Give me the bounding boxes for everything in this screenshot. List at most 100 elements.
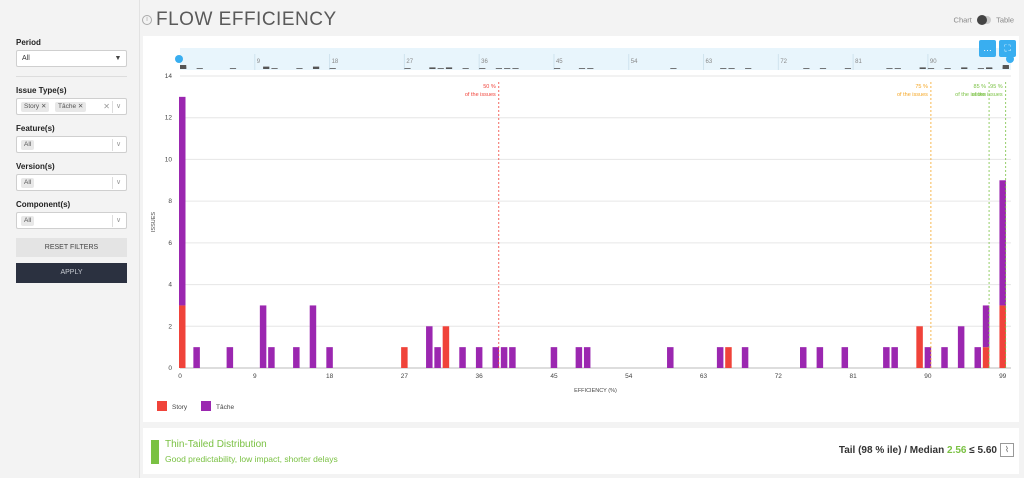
overview-bar	[894, 68, 901, 69]
x-tick-label: 27	[401, 373, 409, 380]
chevron-down-icon[interactable]: ∨	[112, 101, 124, 113]
table-label: Table	[996, 15, 1014, 25]
more-options-icon[interactable]: …	[979, 40, 996, 57]
overview-bar	[728, 68, 735, 69]
median-value: 2.56	[947, 445, 967, 456]
distribution-indicator	[151, 440, 159, 464]
overview-bar	[312, 66, 320, 69]
chevron-down-icon: ∨	[112, 139, 124, 151]
bar-tâche	[193, 347, 200, 368]
percentile-pct: 85 %	[974, 84, 987, 90]
overview-bar	[445, 67, 453, 69]
bar-tâche	[957, 326, 965, 368]
percentile-pct: 95 %	[990, 84, 1003, 90]
overview-bar	[429, 67, 436, 69]
overview-bar	[462, 68, 469, 69]
y-tick-label: 4	[168, 282, 172, 289]
overview-handle-right	[1006, 55, 1014, 63]
chevron-down-icon: ▼	[114, 55, 122, 62]
overview-tick-label: 90	[930, 59, 937, 65]
chip-story[interactable]: Story ✕	[21, 102, 50, 112]
x-tick-label: 45	[550, 373, 558, 380]
bar-tâche	[974, 347, 982, 368]
distribution-title: Thin-Tailed Distribution	[165, 439, 267, 450]
chip-tache[interactable]: Tâche ✕	[55, 102, 87, 112]
overview-bar	[927, 68, 935, 69]
legend-swatch-tâche	[201, 401, 211, 411]
overview-bar	[986, 67, 993, 69]
issue-types-label: Issue Type(s)	[16, 86, 67, 95]
divider	[16, 76, 127, 77]
apply-button[interactable]: APPLY	[16, 263, 127, 283]
legend-label-story: Story	[172, 404, 188, 411]
bar-tâche	[891, 347, 898, 368]
bar-tâche	[667, 347, 674, 368]
bar-tâche	[179, 96, 186, 306]
bar-tâche	[293, 347, 300, 368]
reset-filters-button[interactable]: RESET FILTERS	[16, 238, 127, 257]
chart-label: Chart	[953, 15, 972, 25]
bar-tâche	[716, 347, 724, 368]
x-tick-label: 54	[625, 373, 633, 380]
overview-bar	[961, 67, 968, 69]
chevron-down-icon: ∨	[112, 215, 124, 227]
overview-bar	[720, 68, 727, 69]
bar-tâche	[500, 347, 508, 368]
overview-bar	[404, 68, 411, 69]
overview-bar	[919, 67, 926, 69]
overview-bar	[670, 68, 677, 69]
component-value: All	[21, 216, 35, 226]
bar-tâche	[999, 180, 1006, 306]
overview-bar	[329, 68, 336, 69]
bar-story	[999, 305, 1006, 368]
chart-line-icon[interactable]: ⌇	[1000, 443, 1014, 457]
feature-value: All	[21, 140, 35, 150]
bar-tâche	[459, 347, 466, 368]
distribution-subtitle: Good predictability, low impact, shorter…	[165, 454, 338, 464]
y-tick-label: 8	[168, 198, 172, 205]
overview-bar	[553, 68, 561, 69]
bar-tâche	[309, 305, 317, 368]
percentile-pct: 75 %	[915, 84, 928, 90]
clear-icon[interactable]: ✕	[103, 102, 110, 111]
bar-story	[725, 347, 732, 368]
bar-tâche	[741, 347, 749, 368]
tail-text: Tail (98 % ile) / Median	[838, 445, 945, 456]
info-icon[interactable]: i	[142, 15, 152, 25]
bar-tâche	[924, 347, 932, 368]
filters-sidebar: Period All ▼ Issue Type(s) Story ✕ Tâche…	[0, 0, 140, 478]
version-value: All	[21, 178, 35, 188]
histogram-chart: 9 18 27 36 45 54 63 72 81 90 0 2 4 6 8 10 12 14 0 9 18 27 36 45…	[151, 48, 1014, 411]
overview-tick-label: 54	[631, 59, 638, 65]
x-tick-label: 90	[924, 373, 932, 380]
y-tick-label: 6	[168, 240, 172, 247]
overview-bar	[180, 65, 187, 69]
overview-bar	[803, 68, 810, 69]
y-tick-label: 14	[165, 73, 173, 80]
bar-tâche	[226, 347, 234, 368]
x-tick-label: 0	[178, 373, 182, 380]
period-select[interactable]: All ▼	[16, 50, 127, 67]
version-select[interactable]: All ∨	[16, 174, 127, 191]
component-select[interactable]: All ∨	[16, 212, 127, 229]
component-label: Component(s)	[16, 200, 71, 209]
feature-select[interactable]: All ∨	[16, 136, 127, 153]
overview-bar	[271, 68, 278, 69]
issue-types-select[interactable]: Story ✕ Tâche ✕ ✕ ∨	[16, 98, 127, 115]
bar-tâche	[475, 347, 483, 368]
overview-bar	[886, 68, 893, 69]
bar-tâche	[550, 347, 558, 368]
bar-tâche	[800, 347, 807, 368]
overview-bar	[504, 68, 511, 69]
overview-bar	[578, 68, 586, 69]
bar-tâche	[426, 326, 433, 368]
toggle-switch[interactable]	[976, 15, 991, 26]
tail-compare: ≤ 5.60	[969, 445, 997, 456]
percentile-text: of the issues	[465, 92, 496, 98]
x-axis-label: EFFICIENCY (%)	[574, 388, 617, 394]
overview-bar	[587, 68, 594, 69]
fullscreen-icon[interactable]: ⛶	[999, 40, 1016, 57]
overview-bar	[977, 68, 984, 69]
view-toggle[interactable]: Chart Table	[953, 15, 1014, 26]
bar-tâche	[883, 347, 890, 368]
